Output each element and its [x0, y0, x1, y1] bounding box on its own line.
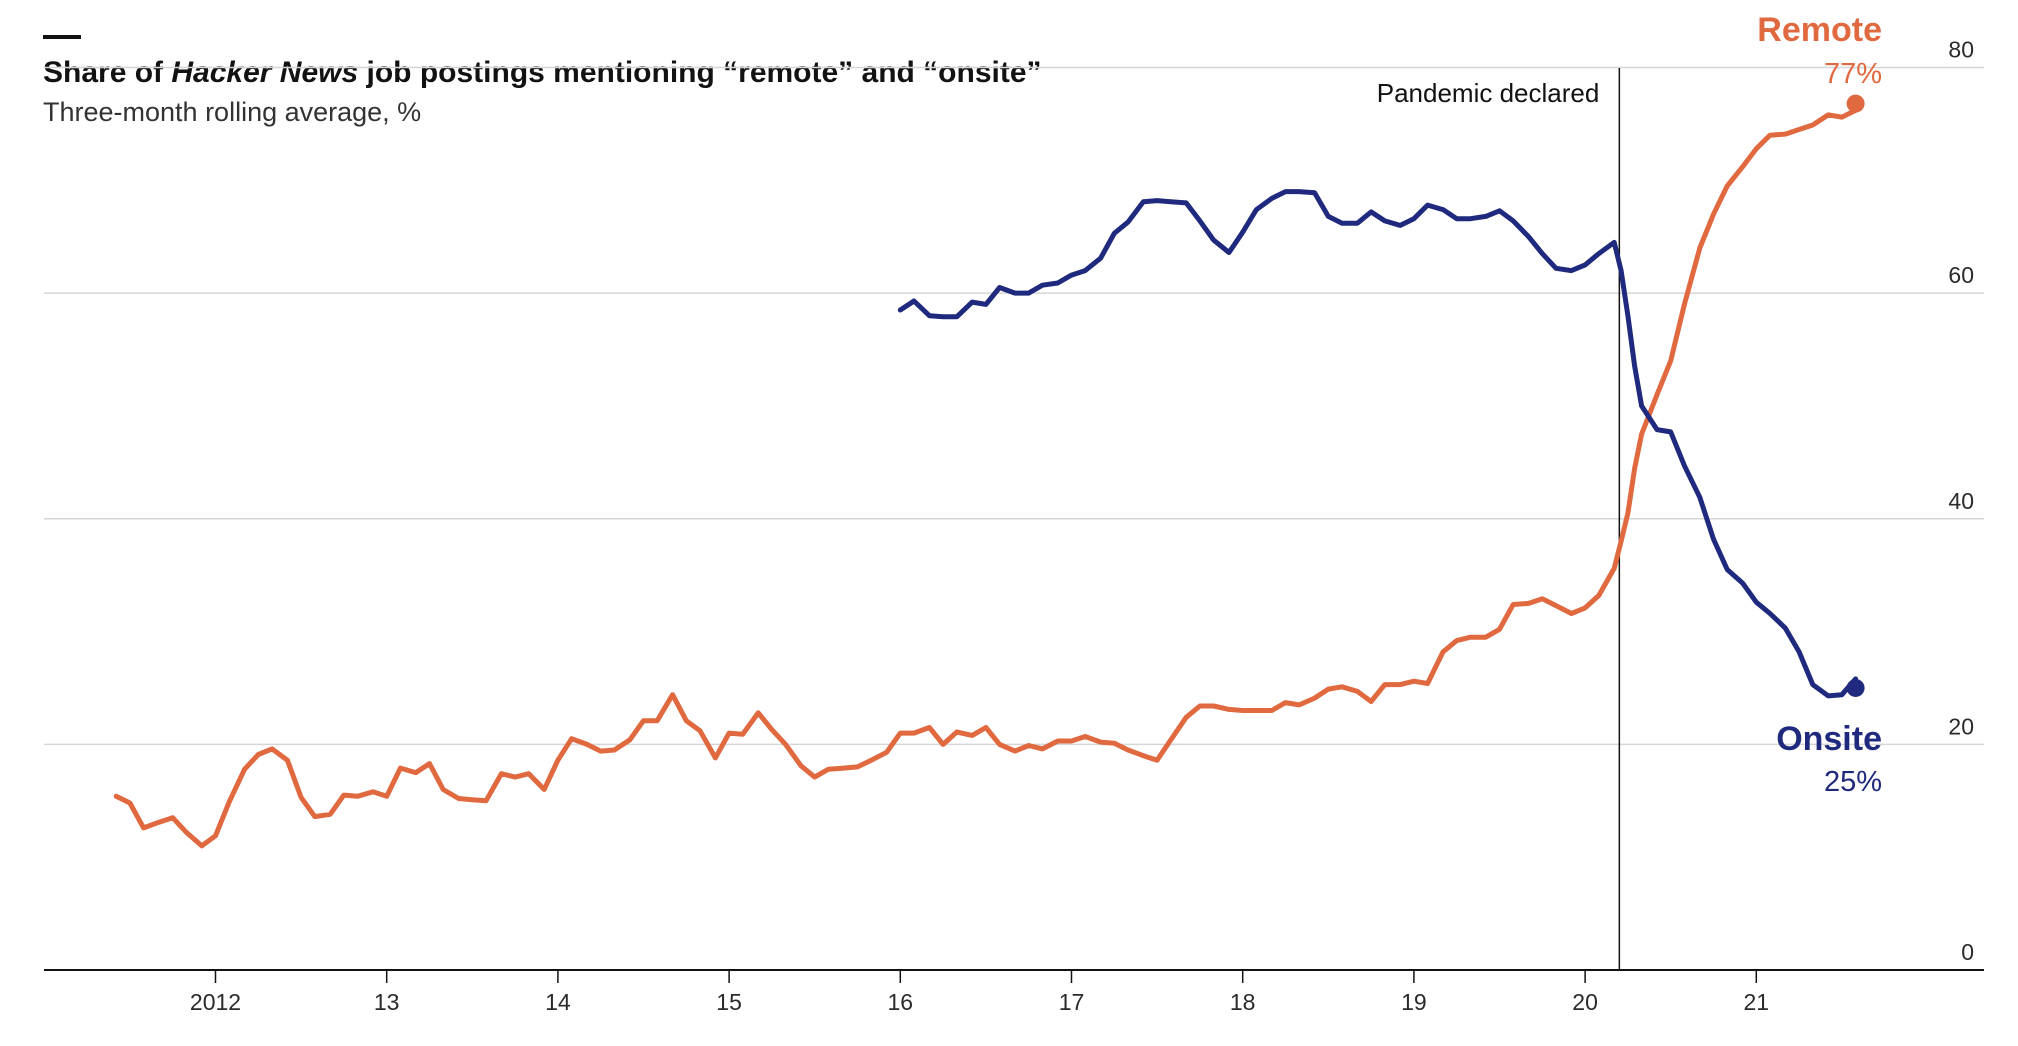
pandemic-label: Pandemic declared — [1377, 78, 1600, 108]
x-tick-label-2019: 19 — [1401, 989, 1427, 1015]
x-tick-label-2020: 20 — [1572, 989, 1598, 1015]
y-tick-label-80: 80 — [1948, 37, 1974, 63]
end-dot-onsite — [1846, 678, 1865, 697]
y-axis-ticks: 0 20 40 60 80 — [1948, 37, 1974, 966]
series-label-onsite: Onsite — [1776, 720, 1882, 758]
series-labels: Remote 77% Onsite 25% — [1757, 11, 1882, 798]
x-tick-label-2013: 13 — [374, 989, 400, 1015]
x-tick-label-2014: 14 — [545, 989, 571, 1015]
chart-title: Share of Hacker News job postings mentio… — [43, 56, 1042, 89]
series-value-onsite: 25% — [1824, 766, 1882, 798]
x-tick-label-2016: 16 — [888, 989, 914, 1015]
y-tick-label-40: 40 — [1948, 488, 1974, 514]
x-tick-label-2015: 15 — [716, 989, 742, 1015]
x-tick-label-2018: 18 — [1230, 989, 1256, 1015]
x-tick-label-2017: 17 — [1059, 989, 1085, 1015]
chart-title-rest: job postings mentioning “remote” and “on… — [358, 56, 1041, 89]
series-line-onsite — [897, 189, 1859, 699]
x-tick-label-2012: 2012 — [190, 989, 241, 1015]
series-label-remote: Remote — [1757, 11, 1882, 49]
series-lines — [113, 94, 1865, 849]
chart-title-plain: Share of — [43, 56, 171, 89]
pandemic-annotation: Pandemic declared — [1377, 68, 1621, 970]
chart-subtitle: Three-month rolling average, % — [43, 97, 421, 127]
x-tick-label-2021: 21 — [1744, 989, 1770, 1015]
series-line-remote — [113, 107, 1859, 849]
y-tick-label-60: 60 — [1948, 262, 1974, 288]
x-axis: 2012 13 14 15 16 17 18 19 20 21 — [44, 969, 1984, 1015]
series-value-remote: 77% — [1824, 58, 1882, 90]
chart-title-italic: Hacker News — [171, 56, 358, 89]
gridlines — [44, 66, 1984, 746]
y-tick-label-20: 20 — [1948, 713, 1974, 739]
y-tick-label-0: 0 — [1961, 939, 1974, 965]
end-dot-remote — [1846, 94, 1865, 113]
title-accent-bar — [43, 35, 81, 39]
